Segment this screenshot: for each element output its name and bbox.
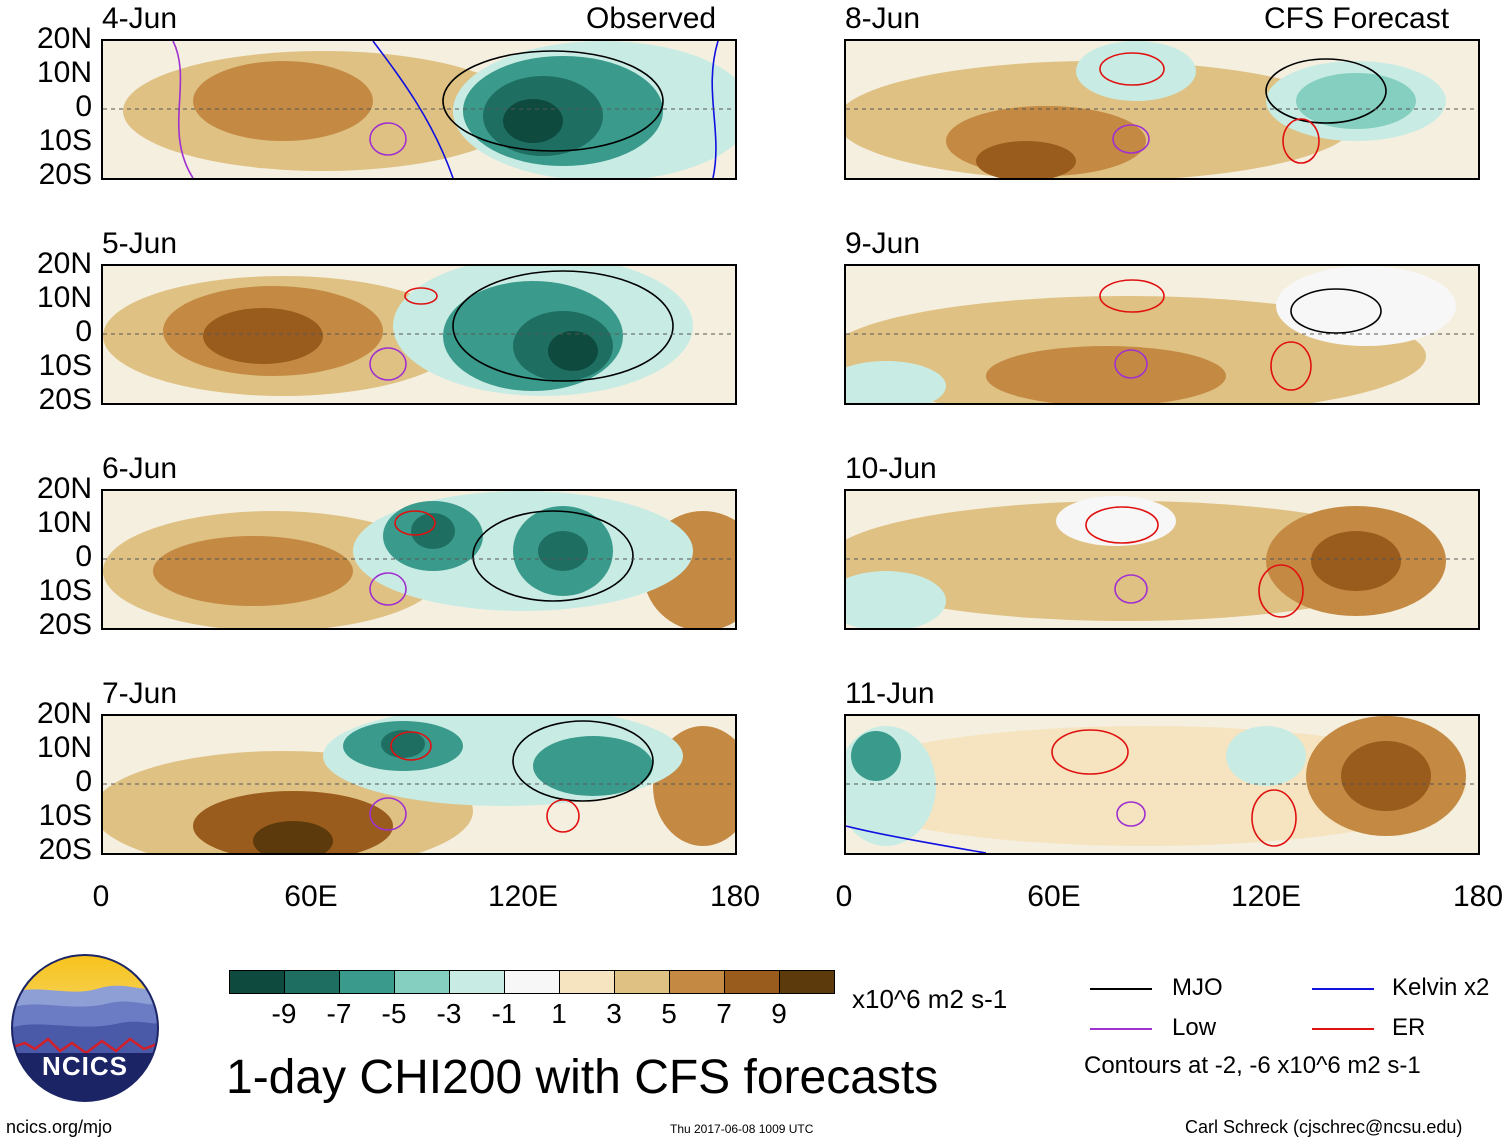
lat-tick-10n-row1: 10N — [36, 56, 92, 89]
xtick-left-180: 180 — [709, 880, 761, 913]
lat-tick-10n-row4: 10N — [36, 731, 92, 764]
xtick-right-60e: 60E — [1027, 880, 1081, 913]
legend-mjo-line — [1090, 988, 1152, 990]
contours-note: Contours at -2, -6 x10^6 m2 s-1 — [1084, 1052, 1421, 1079]
colorbar-label: -7 — [326, 998, 352, 1029]
legend-low-label: Low — [1172, 1014, 1217, 1041]
colorbar-swatch — [559, 970, 615, 994]
panel-date-10jun: 10-Jun — [845, 452, 937, 485]
colorbar-label: -9 — [271, 998, 297, 1029]
colorbar-label: 1 — [551, 998, 567, 1029]
colorbar-swatch — [284, 970, 340, 994]
panel-date-5jun: 5-Jun — [102, 227, 178, 260]
colorbar-swatch — [339, 970, 395, 994]
panel-date-4jun: 4-Jun — [102, 2, 178, 35]
lat-tick-20n-row4: 20N — [36, 697, 92, 730]
panel-date-11jun: 11-Jun — [845, 677, 935, 710]
lat-tick-20s-row4: 20S — [38, 833, 92, 866]
xtick-left-0: 0 — [92, 880, 110, 913]
colorbar-swatch — [229, 970, 285, 994]
colorbar-label: 5 — [661, 998, 677, 1029]
lat-tick-10n-row3: 10N — [36, 506, 92, 539]
colorbar-label: -3 — [436, 998, 462, 1029]
legend-er-line — [1312, 1028, 1374, 1030]
main-title: 1-day CHI200 with CFS forecasts — [226, 1051, 939, 1104]
panel-date-8jun: 8-Jun — [845, 2, 921, 35]
colorbar-swatch — [669, 970, 725, 994]
colorbar-label: 9 — [771, 998, 787, 1029]
xtick-right-0: 0 — [835, 880, 853, 913]
map-panel-8jun — [844, 39, 1480, 180]
map-panel-9jun — [844, 264, 1480, 405]
colorbar-swatch — [614, 970, 670, 994]
panel-date-6jun: 6-Jun — [102, 452, 178, 485]
map-panel-5jun — [101, 264, 737, 405]
legend-kelvin-line — [1312, 988, 1374, 990]
colorbar-swatch — [394, 970, 450, 994]
colorbar-swatch — [449, 970, 505, 994]
map-panel-10jun — [844, 489, 1480, 630]
xtick-left-60e: 60E — [284, 880, 338, 913]
lat-tick-10s-row3: 10S — [38, 574, 92, 607]
xtick-left-120e: 120E — [487, 880, 559, 913]
colorbar-label: -1 — [491, 998, 517, 1029]
lat-tick-10s-row2: 10S — [38, 349, 92, 382]
map-panel-7jun — [101, 714, 737, 855]
colorbar-label: 3 — [606, 998, 622, 1029]
lat-tick-0-row1: 0 — [75, 90, 92, 123]
colorbar-swatch — [779, 970, 835, 994]
map-panel-6jun — [101, 489, 737, 630]
xtick-right-120e: 120E — [1230, 880, 1302, 913]
lat-tick-10s-row1: 10S — [38, 124, 92, 157]
observed-label: Observed — [586, 2, 717, 35]
lat-tick-0-row2: 0 — [75, 315, 92, 348]
colorbar-label: 7 — [716, 998, 732, 1029]
map-panel-4jun — [101, 39, 737, 180]
footer-author: Carl Schreck (cjschrec@ncsu.edu) — [1185, 1117, 1463, 1137]
colorbar-units: x10^6 m2 s-1 — [852, 984, 1008, 1014]
lat-tick-20n-row3: 20N — [36, 472, 92, 505]
lat-tick-20s-row2: 20S — [38, 383, 92, 416]
lat-tick-20s-row3: 20S — [38, 608, 92, 641]
ncics-logo: NCICS — [10, 953, 160, 1103]
map-panel-11jun — [844, 714, 1480, 855]
xtick-right-180: 180 — [1452, 880, 1504, 913]
lat-tick-0-row4: 0 — [75, 765, 92, 798]
logo-text: NCICS — [42, 1051, 128, 1081]
colorbar-swatch — [504, 970, 560, 994]
lat-tick-20s-row1: 20S — [38, 158, 92, 191]
lat-tick-10n-row2: 10N — [36, 281, 92, 314]
colorbar-swatch — [724, 970, 780, 994]
legend-mjo-label: MJO — [1172, 974, 1223, 1001]
panel-date-9jun: 9-Jun — [845, 227, 921, 260]
lat-tick-20n-row1: 20N — [36, 22, 92, 55]
footer-timestamp: Thu 2017-06-08 1009 UTC — [670, 1122, 814, 1136]
lat-tick-0-row3: 0 — [75, 540, 92, 573]
colorbar-label: -5 — [381, 998, 407, 1029]
legend-kelvin-label: Kelvin x2 — [1392, 974, 1490, 1001]
panel-date-7jun: 7-Jun — [102, 677, 178, 710]
legend-er-label: ER — [1392, 1014, 1426, 1041]
footer-site: ncics.org/mjo — [6, 1117, 113, 1137]
lat-tick-20n-row2: 20N — [36, 247, 92, 280]
legend-low-line — [1090, 1028, 1152, 1030]
lat-tick-10s-row4: 10S — [38, 799, 92, 832]
forecast-label: CFS Forecast — [1264, 2, 1450, 35]
